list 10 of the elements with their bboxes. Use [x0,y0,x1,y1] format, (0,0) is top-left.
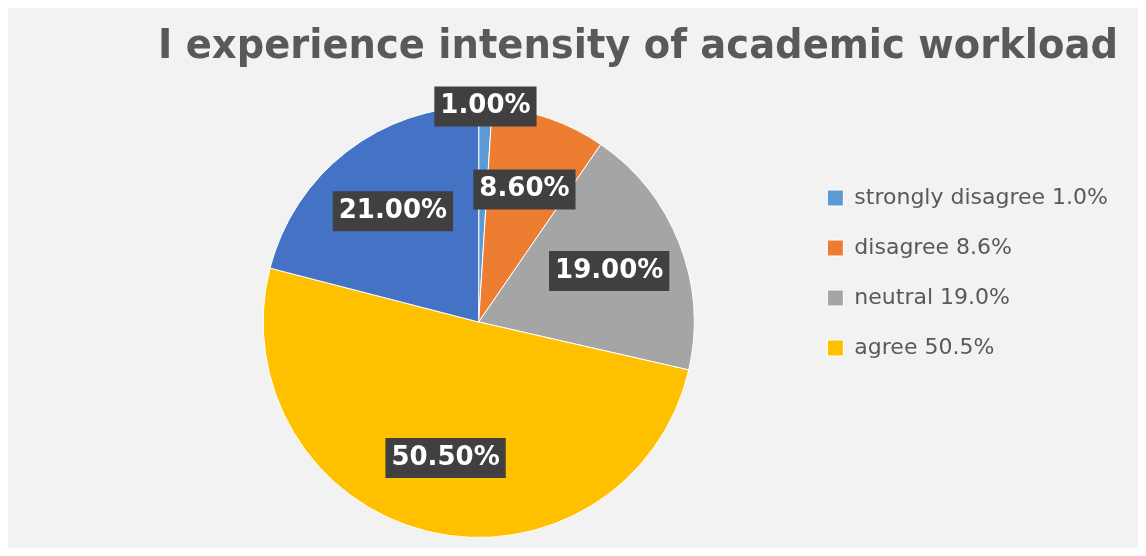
data-label: 19.00% [555,253,664,284]
data-label: 50.50% [391,440,500,471]
legend-label: agree 50.5% [854,333,995,359]
data-label: 1.00% [440,89,531,120]
data-label: 8.60% [479,172,570,203]
legend-label: neutral 19.0% [854,283,1010,309]
data-label: 21.00% [338,194,448,225]
legend-label: strongly disagree 1.0% [854,183,1109,209]
chart-title: I experience intensity of academic workload [158,21,1118,68]
legend-label: disagree 8.6% [854,233,1012,259]
